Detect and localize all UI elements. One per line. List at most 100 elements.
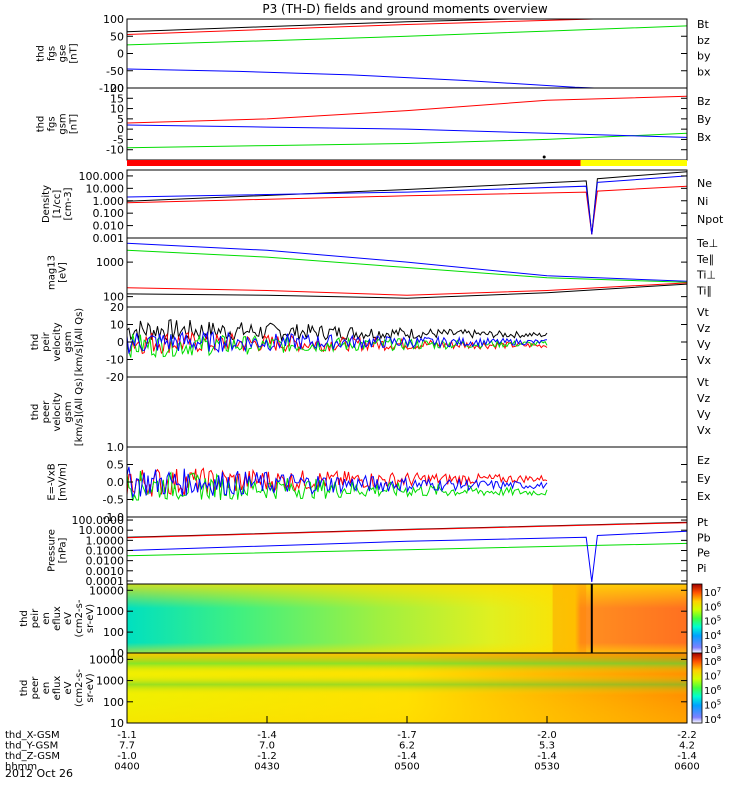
y-tick-label: 0 (117, 48, 124, 61)
panel-9: 10710610510410310000100010010thdpeirenef… (19, 583, 722, 660)
series-pe (127, 542, 687, 557)
y-tick-label: 20 (110, 82, 124, 95)
x-axis-value: 0500 (394, 762, 419, 773)
legend-ti∥: Ti∥ (696, 284, 712, 297)
y-tick-label: 1.000 (93, 195, 125, 208)
legend-by: by (697, 50, 711, 63)
y-axis-label-line: [km/s](All Qs) (74, 308, 85, 376)
colorbar-label: 105 (704, 615, 721, 628)
colorbar-exponent: 3 (717, 643, 721, 651)
panel-frame (126, 237, 688, 308)
legend-vt: Vt (697, 306, 710, 319)
y-axis-label-line: peer (41, 400, 52, 424)
y-axis-label-line: gsm (63, 331, 74, 352)
y-tick-label: 100 (103, 696, 124, 709)
series-by (127, 25, 687, 46)
colorbar-exponent: 7 (717, 670, 721, 678)
y-axis-label: thdpeirenefluxeV(cm2-s-sr-eV) (19, 599, 96, 637)
x-axis-value: 5.3 (539, 741, 555, 752)
colorbar-exponent: 6 (717, 600, 722, 608)
series-ez (127, 467, 548, 497)
series-bx (127, 68, 608, 88)
y-axis-label-line: thd (36, 116, 47, 133)
x-axis-value: -1.4 (257, 730, 277, 741)
status-bar-red (127, 160, 581, 166)
series-ne (127, 185, 687, 235)
y-tick-label: 0.0010 (86, 565, 125, 578)
y-tick-label: 1.0 (107, 441, 125, 454)
colorbar-label: 107 (704, 670, 721, 683)
y-axis-label: Density[1/cc][cm-3] (41, 185, 74, 223)
legend-vx: Vx (697, 424, 712, 437)
legend-pb: Pb (697, 531, 711, 544)
y-axis-label-line: thd (30, 334, 41, 351)
legend-ne: Ne (697, 177, 712, 190)
series-ex (127, 466, 548, 499)
y-axis-label: thdpeerenefluxeV(cm2-s-sr-eV) (19, 669, 96, 707)
x-axis-value: -1.1 (117, 730, 137, 741)
colorbar (691, 652, 703, 724)
series-pb (127, 522, 687, 539)
y-axis-label-line: [nT] (69, 114, 80, 134)
y-axis-label-line: [1/cc] (52, 190, 63, 219)
status-marker (542, 155, 546, 159)
panel-frame (126, 169, 688, 239)
y-tick-label: 10 (110, 717, 124, 730)
legend-npot: Npot (697, 213, 724, 226)
legend-vy: Vy (697, 408, 711, 421)
x-axis-row-label: thd_X-GSM (5, 730, 60, 741)
series-bz (127, 95, 687, 124)
legend-bx: bx (697, 65, 711, 78)
panel-8: 100.000010.00001.00000.10000.01000.00100… (47, 514, 711, 588)
date-label: 2012 Oct 26 (5, 767, 73, 780)
y-tick-label: -10 (106, 144, 124, 157)
panel-6: thdpeervelocitygsm[km/s](All Qs) Vt Vz Vy Vx (30, 376, 712, 448)
y-tick-label: 100 (103, 291, 124, 304)
y-tick-label: 0.010 (93, 220, 125, 233)
series-ni (127, 171, 687, 235)
legend-ey: Ey (697, 472, 711, 485)
y-tick-label: 100.0000 (72, 514, 125, 527)
colorbar-label: 105 (704, 699, 721, 712)
y-tick-label: -5 (113, 133, 124, 146)
y-tick-label: 0.1000 (86, 545, 125, 558)
x-axis-value: 0530 (534, 762, 559, 773)
legend-ex: Ex (697, 490, 711, 503)
x-axis-row-label: hhmm (5, 762, 37, 773)
panel-frame (126, 516, 688, 585)
series-npot (127, 175, 687, 235)
x-axis-value: 7.7 (119, 741, 135, 752)
y-axis-label: mag13[eV] (47, 255, 69, 290)
legend-ez: Ez (697, 454, 710, 467)
y-tick-label: 10.000 (86, 182, 125, 195)
panel-frame (126, 376, 688, 448)
series-ey (127, 470, 548, 502)
y-axis-label-line: [km/s](All Qs) (74, 378, 85, 446)
legend-vz: Vz (697, 392, 711, 405)
y-tick-label: 15 (110, 92, 124, 105)
y-axis-label-line: eV (63, 612, 74, 625)
colorbar-label: 104 (704, 629, 722, 642)
x-axis-value: 0400 (114, 762, 139, 773)
heatmap-shading (127, 653, 687, 723)
x-axis-value: -1.4 (677, 751, 697, 762)
y-tick-label: -100 (99, 82, 124, 95)
legend-te∥: Te∥ (696, 253, 714, 266)
legend-by: By (697, 113, 712, 126)
colorbar (691, 583, 703, 654)
y-axis-label-line: E=-VxB (47, 463, 58, 500)
y-axis-label-line: eflux (52, 606, 63, 631)
legend-vz: Vz (697, 322, 711, 335)
legend-bx: Bx (697, 131, 712, 144)
colorbar-exponent: 7 (717, 586, 721, 594)
x-axis-value: 0600 (674, 762, 699, 773)
y-axis-label-line: sr-eV) (85, 604, 96, 633)
y-tick-label: 5 (117, 113, 124, 126)
heatmap-band (552, 584, 587, 653)
y-tick-label: 0.0 (107, 476, 125, 489)
y-axis-label-line: [nPa] (58, 537, 69, 563)
y-tick-label: 0.001 (93, 232, 125, 245)
series-te⊥ (127, 282, 687, 296)
